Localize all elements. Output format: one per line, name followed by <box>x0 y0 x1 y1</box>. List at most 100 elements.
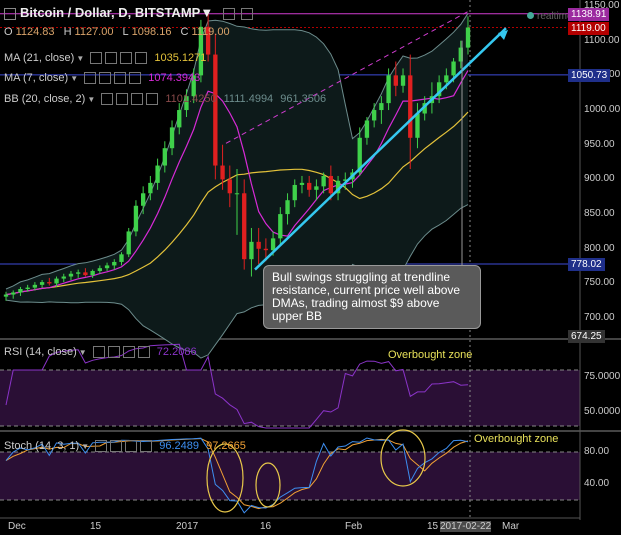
candle-body <box>263 248 269 251</box>
chevron-down-icon[interactable]: ▼ <box>200 5 214 20</box>
trend-arrow-icon <box>498 30 508 40</box>
ma21-label: MA (21, close) <box>4 52 75 64</box>
dashed-resistance-trend <box>225 11 469 144</box>
candle-body <box>198 26 204 76</box>
price-tick-label: 800.00 <box>584 242 615 254</box>
ma7-legend[interactable]: MA (7, close) ▼ 1074.3943 <box>4 72 201 85</box>
close-icon[interactable] <box>140 440 153 453</box>
close-icon[interactable] <box>129 72 142 85</box>
ma21-legend[interactable]: MA (21, close) ▼ 1035.1271 <box>4 52 207 65</box>
candle-body <box>119 254 124 262</box>
price-tick-label: 900.00 <box>584 173 615 185</box>
realtime-indicator: realtime <box>527 11 573 22</box>
stoch-legend[interactable]: Stoch (14, 3, 1) ▼ 96.2489 97.2665 <box>4 440 246 453</box>
candle-body <box>328 175 334 194</box>
chevron-down-icon[interactable]: ▼ <box>78 348 87 357</box>
gear-icon[interactable] <box>107 346 120 359</box>
candle-body <box>112 261 117 266</box>
symbol-menu-icon[interactable] <box>4 7 16 20</box>
candle-body <box>213 54 218 166</box>
candle-body <box>436 82 442 97</box>
candle-body <box>451 61 456 76</box>
ohlc-legend: O 1124.83 H 1127.00 L 1098.16 C 1119.00 <box>4 26 236 38</box>
candle-body <box>68 273 74 277</box>
price-tick-label: 1100.00 <box>584 34 620 46</box>
candle-body <box>155 165 160 183</box>
stoch-d-line <box>5 438 469 510</box>
rsi-line <box>5 343 469 429</box>
candle-body <box>307 182 312 190</box>
candle-body <box>184 96 189 111</box>
rsi-tick-label: 75.0000 <box>584 371 621 382</box>
highlight-ellipse <box>255 462 281 508</box>
close-icon[interactable] <box>146 93 159 106</box>
chevron-down-icon[interactable]: ▼ <box>87 95 96 104</box>
ma7-value: 1074.3943 <box>148 72 201 84</box>
ma7-label: MA (7, close) <box>4 72 69 84</box>
plus-icon[interactable] <box>122 346 135 359</box>
time-tick-label: Dec <box>8 521 26 532</box>
candle-body <box>148 182 153 194</box>
eye-icon[interactable] <box>90 52 103 65</box>
stoch-label: Stoch (14, 3, 1) <box>4 440 80 452</box>
price-tick-label: 750.00 <box>584 277 615 289</box>
candle-body <box>32 284 38 288</box>
candle-body <box>270 238 276 251</box>
plus-icon[interactable] <box>120 52 133 65</box>
price-tick-label: 850.00 <box>584 208 615 220</box>
highlight-ellipse <box>206 443 244 513</box>
candle-body <box>47 282 52 284</box>
price-badge: 1050.73 <box>568 68 611 82</box>
chevron-down-icon[interactable]: ▼ <box>81 442 90 451</box>
plus-icon[interactable] <box>131 93 144 106</box>
close-icon[interactable] <box>135 52 148 65</box>
uptrend-line <box>254 27 507 271</box>
highlight-ellipse <box>380 429 426 487</box>
candle-body <box>343 179 348 181</box>
candle-body <box>256 241 261 249</box>
eye-icon[interactable] <box>92 346 105 359</box>
chevron-down-icon[interactable]: ▼ <box>70 74 79 83</box>
candle-body <box>379 103 384 111</box>
candle-body <box>191 75 196 97</box>
candle-body <box>335 180 341 194</box>
candle-body <box>169 127 175 149</box>
symbol-title[interactable]: Bitcoin / Dollar, D, BITSTAMP▼ <box>4 5 254 20</box>
candle-body <box>415 113 420 138</box>
price-badge: 778.02 <box>568 258 605 272</box>
bb-legend[interactable]: BB (20, close, 2) ▼ 1101.4250 1111.4994 9… <box>4 93 326 106</box>
stoch-d-value: 97.2665 <box>206 440 246 452</box>
stoch-k-line <box>5 437 469 514</box>
candle-body <box>140 193 146 206</box>
eye-icon[interactable] <box>95 440 108 453</box>
candle-body <box>465 27 471 48</box>
ma21-value: 1035.1271 <box>154 52 207 64</box>
gear-icon[interactable] <box>99 72 112 85</box>
settings-icon[interactable] <box>222 7 235 20</box>
candle-body <box>242 193 247 260</box>
plus-icon[interactable] <box>114 72 127 85</box>
candle-body <box>234 193 240 195</box>
plus-icon[interactable] <box>125 440 138 453</box>
price-tick-label: 1000.00 <box>584 104 621 116</box>
candle-body <box>458 47 463 62</box>
close-icon[interactable] <box>137 346 150 359</box>
candle-body <box>76 272 81 274</box>
chevron-down-icon[interactable]: ▼ <box>76 54 85 63</box>
rsi-tick-label: 50.0000 <box>584 406 621 417</box>
rsi-legend[interactable]: RSI (14, close) ▼ 72.2086 <box>4 346 197 359</box>
candle-body <box>357 137 362 173</box>
gear-icon[interactable] <box>105 52 118 65</box>
gear-icon[interactable] <box>110 440 123 453</box>
annotation-note[interactable]: Bull swings struggling at trendline resi… <box>263 265 481 329</box>
gear-icon[interactable] <box>116 93 129 106</box>
candle-body <box>18 289 23 293</box>
symbol-title-text: Bitcoin / Dollar, D, BITSTAMP <box>20 5 201 20</box>
time-tick-label: Feb <box>345 521 363 532</box>
eye-icon[interactable] <box>84 72 97 85</box>
rsi-label: RSI (14, close) <box>4 346 77 358</box>
eye-icon[interactable] <box>101 93 114 106</box>
candle-body <box>97 268 103 271</box>
compare-icon[interactable] <box>241 7 254 20</box>
